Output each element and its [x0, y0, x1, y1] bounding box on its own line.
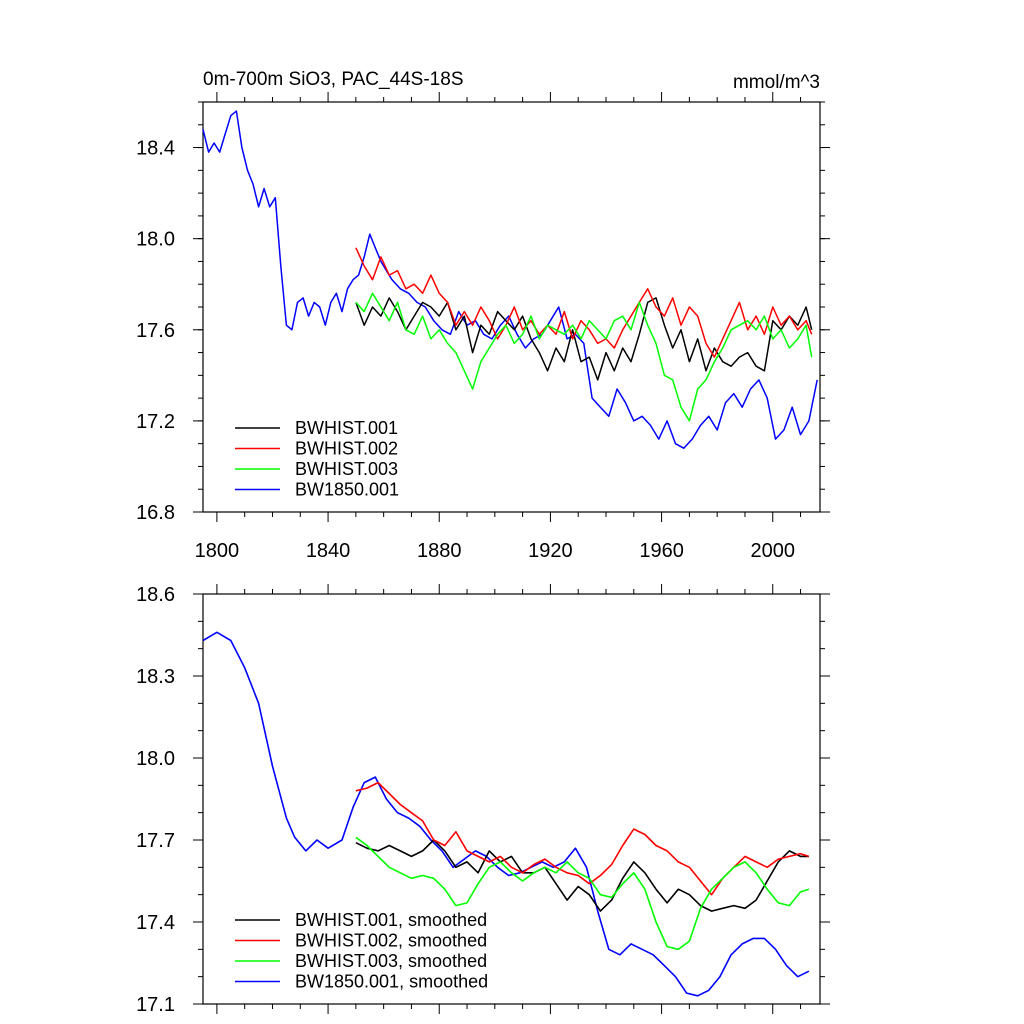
top-panel: 0m-700m SiO3, PAC_44S-18S mmol/m^3 1800 1…: [136, 69, 830, 562]
top-x-tick-label: 1800: [195, 540, 240, 562]
bottom-legend-label: BW1850.001, smoothed: [295, 972, 488, 992]
bottom-panel: 17.1 17.4 17.7 18.0 18.3 18.6 BWHIST.001, smo…: [136, 584, 830, 1016]
top-legend-label: BWHIST.001: [295, 418, 398, 438]
top-series-line-bwhist-002: [355, 247, 813, 358]
top-series-line-bw1850-001: [202, 110, 818, 449]
bottom-y-tick-label: 18.6: [136, 584, 175, 606]
top-y-tick-label: 18.4: [136, 138, 175, 160]
bottom-y-tick-label: 18.0: [136, 748, 175, 770]
top-y-tick-label: 17.6: [136, 320, 175, 342]
top-x-tick-label: 1920: [528, 540, 573, 562]
bottom-series-line-bwhist-002-smoothed: [355, 781, 810, 896]
bottom-legend-label: BWHIST.003, smoothed: [295, 951, 487, 971]
bottom-series-line-bwhist-003-smoothed: [355, 836, 810, 951]
top-series-line-bwhist-001: [355, 297, 813, 381]
top-series-line-bwhist-003: [355, 292, 813, 422]
top-panel-units: mmol/m^3: [733, 72, 820, 93]
top-y-tick-label: 16.8: [136, 502, 175, 524]
bottom-legend-label: BWHIST.001, smoothed: [295, 910, 487, 930]
top-panel-title: 0m-700m SiO3, PAC_44S-18S: [203, 69, 464, 90]
top-y-tick-label: 18.0: [136, 229, 175, 251]
top-x-tick-label: 1960: [639, 540, 684, 562]
bottom-y-tick-label: 18.3: [136, 666, 175, 688]
top-legend-label: BWHIST.003: [295, 459, 398, 479]
top-x-tick-label: 2000: [751, 540, 796, 562]
top-x-tick-label: 1880: [417, 540, 462, 562]
top-y-tick-label: 17.2: [136, 411, 175, 433]
bottom-legend-label: BWHIST.002, smoothed: [295, 931, 487, 951]
bottom-y-tick-label: 17.7: [136, 830, 175, 852]
bottom-series-line-bwhist-001-smoothed: [355, 839, 809, 912]
bottom-y-tick-label: 17.1: [136, 994, 175, 1016]
top-legend-label: BWHIST.002: [295, 439, 398, 459]
top-legend-label: BW1850.001: [295, 480, 399, 500]
bottom-panel-frame: [202, 593, 821, 1005]
top-x-tick-label: 1840: [306, 540, 351, 562]
bottom-y-tick-label: 17.4: [136, 912, 175, 934]
bottom-series-line-bw1850-001-smoothed: [202, 631, 810, 997]
